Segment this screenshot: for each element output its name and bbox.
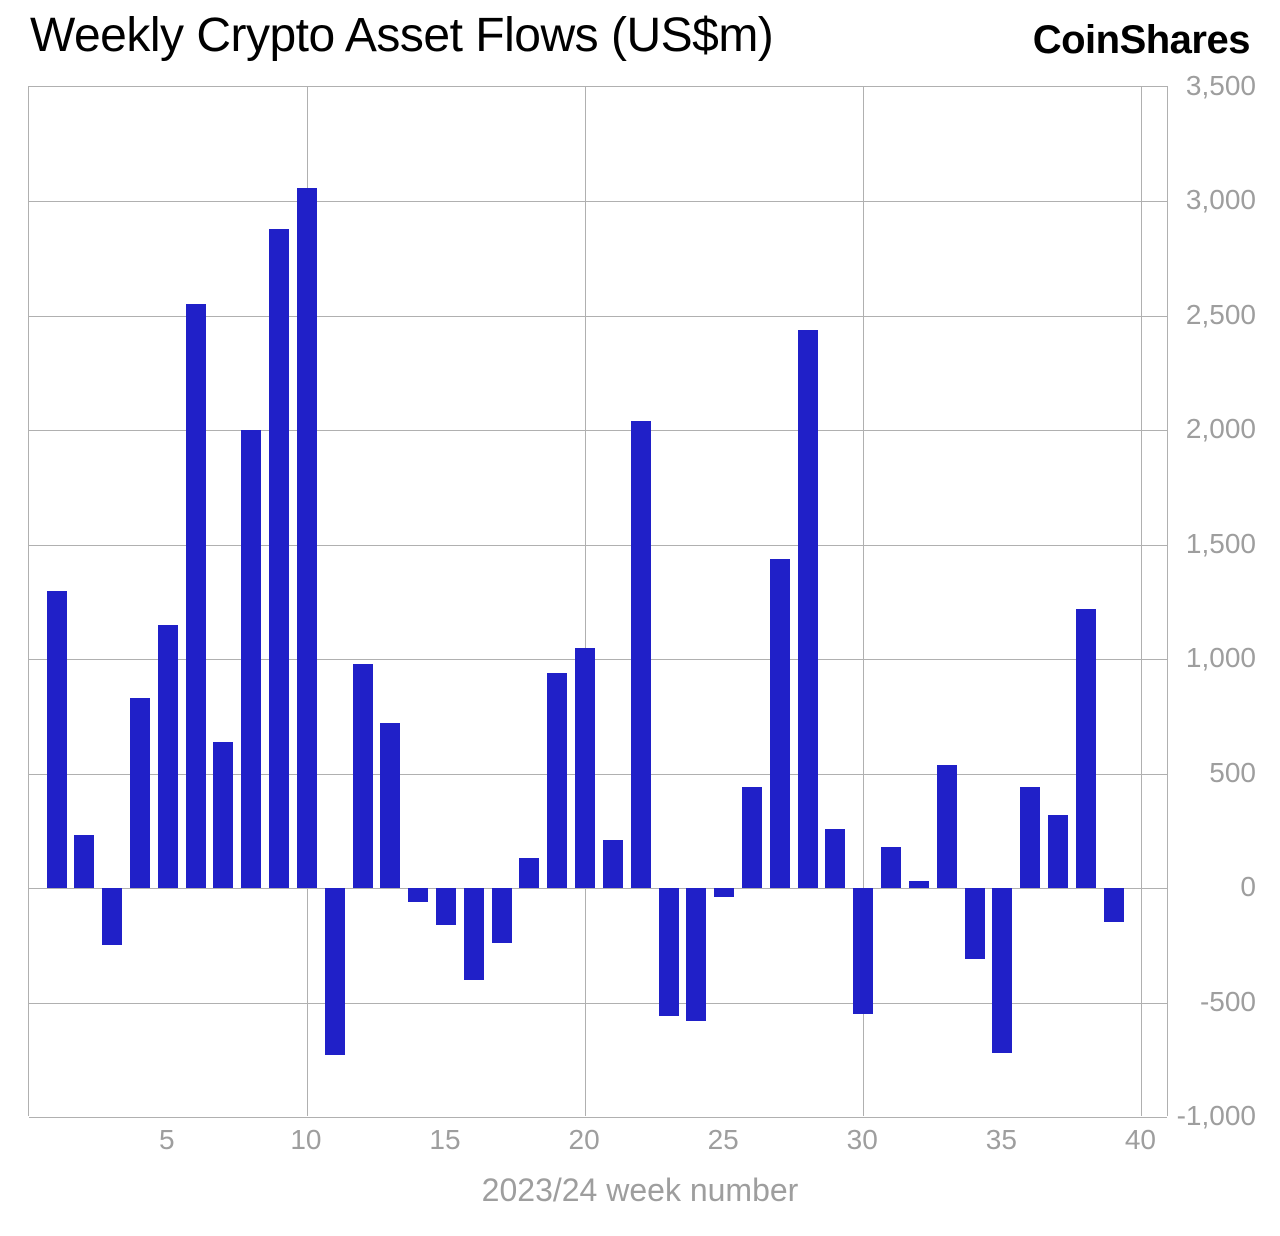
bar	[492, 888, 512, 943]
bar	[436, 888, 456, 925]
bar	[102, 888, 122, 945]
x-tick-label: 10	[290, 1124, 321, 1156]
x-tick-label: 25	[708, 1124, 739, 1156]
x-tick-label: 35	[986, 1124, 1017, 1156]
bar	[325, 888, 345, 1055]
bar	[547, 673, 567, 888]
x-axis-label: 2023/24 week number	[0, 1172, 1280, 1209]
bar	[992, 888, 1012, 1053]
bar	[853, 888, 873, 1014]
brand-label: CoinShares	[1033, 18, 1250, 63]
bar	[659, 888, 679, 1016]
bar	[825, 829, 845, 889]
bar	[158, 625, 178, 888]
bar	[1104, 888, 1124, 922]
y-tick-label: 3,000	[1176, 184, 1256, 216]
bar	[74, 835, 94, 888]
gridline-vertical	[1141, 87, 1142, 1116]
y-tick-label: -1,000	[1176, 1100, 1256, 1132]
gridline-horizontal	[29, 1117, 1167, 1118]
bar	[1020, 787, 1040, 888]
x-tick-label: 15	[429, 1124, 460, 1156]
y-tick-label: 500	[1176, 757, 1256, 789]
y-tick-label: 2,500	[1176, 299, 1256, 331]
bar	[937, 765, 957, 889]
bar	[1048, 815, 1068, 888]
bar	[714, 888, 734, 897]
bar	[686, 888, 706, 1021]
bar	[881, 847, 901, 888]
bar	[380, 723, 400, 888]
bar	[269, 229, 289, 888]
bar	[408, 888, 428, 902]
y-tick-label: 1,500	[1176, 528, 1256, 560]
x-tick-label: 5	[159, 1124, 175, 1156]
bar	[909, 881, 929, 888]
bar	[353, 664, 373, 888]
bar	[603, 840, 623, 888]
bar	[519, 858, 539, 888]
bar	[213, 742, 233, 888]
bar	[575, 648, 595, 888]
bar	[47, 591, 67, 889]
plot-area	[28, 86, 1168, 1116]
x-tick-label: 20	[569, 1124, 600, 1156]
bar	[186, 304, 206, 888]
bar	[241, 430, 261, 888]
bar	[631, 421, 651, 888]
bar	[1076, 609, 1096, 888]
bar	[464, 888, 484, 980]
bar	[742, 787, 762, 888]
y-tick-label: 3,500	[1176, 70, 1256, 102]
bar-chart	[28, 86, 1168, 1116]
bar	[130, 698, 150, 888]
bar	[297, 188, 317, 888]
chart-title: Weekly Crypto Asset Flows (US$m)	[30, 8, 773, 63]
gridline-horizontal	[29, 201, 1167, 202]
y-tick-label: 1,000	[1176, 642, 1256, 674]
x-tick-label: 30	[847, 1124, 878, 1156]
gridline-vertical	[585, 87, 586, 1116]
bar	[770, 559, 790, 889]
x-tick-label: 40	[1125, 1124, 1156, 1156]
y-tick-label: -500	[1176, 986, 1256, 1018]
y-tick-label: 2,000	[1176, 413, 1256, 445]
bar	[798, 330, 818, 888]
y-tick-label: 0	[1176, 871, 1256, 903]
bar	[965, 888, 985, 959]
